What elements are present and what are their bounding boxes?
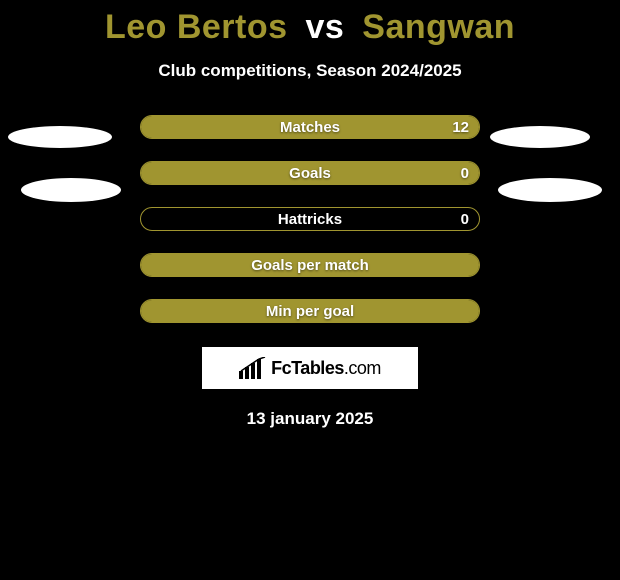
- stat-value: 0: [461, 211, 469, 228]
- decorative-ellipse: [21, 178, 121, 202]
- stat-label: Goals per match: [141, 257, 479, 274]
- vs-text: vs: [306, 8, 345, 46]
- stat-value: 12: [452, 119, 469, 136]
- player1-name: Leo Bertos: [105, 8, 288, 46]
- brand-light: .com: [344, 358, 381, 378]
- brand-box: FcTables.com: [202, 347, 418, 389]
- comparison-title: Leo Bertos vs Sangwan: [0, 0, 620, 47]
- date-text: 13 january 2025: [0, 409, 620, 429]
- decorative-ellipse: [498, 178, 602, 202]
- bars-icon: [239, 357, 267, 379]
- stat-value: 0: [461, 165, 469, 182]
- brand-text: FcTables.com: [271, 358, 381, 379]
- stat-label: Min per goal: [141, 303, 479, 320]
- brand-strong: FcTables: [271, 358, 344, 378]
- stat-label: Hattricks: [141, 211, 479, 228]
- stat-row: Matches12: [140, 115, 480, 139]
- player2-name: Sangwan: [362, 8, 515, 46]
- stats-container: Matches12Goals0Hattricks0Goals per match…: [140, 115, 480, 323]
- stat-row: Goals per match: [140, 253, 480, 277]
- stat-label: Goals: [141, 165, 479, 182]
- stat-row: Min per goal: [140, 299, 480, 323]
- decorative-ellipse: [490, 126, 590, 148]
- subtitle-text: Club competitions, Season 2024/2025: [0, 61, 620, 81]
- stat-row: Hattricks0: [140, 207, 480, 231]
- stat-label: Matches: [141, 119, 479, 136]
- decorative-ellipse: [8, 126, 112, 148]
- stat-row: Goals0: [140, 161, 480, 185]
